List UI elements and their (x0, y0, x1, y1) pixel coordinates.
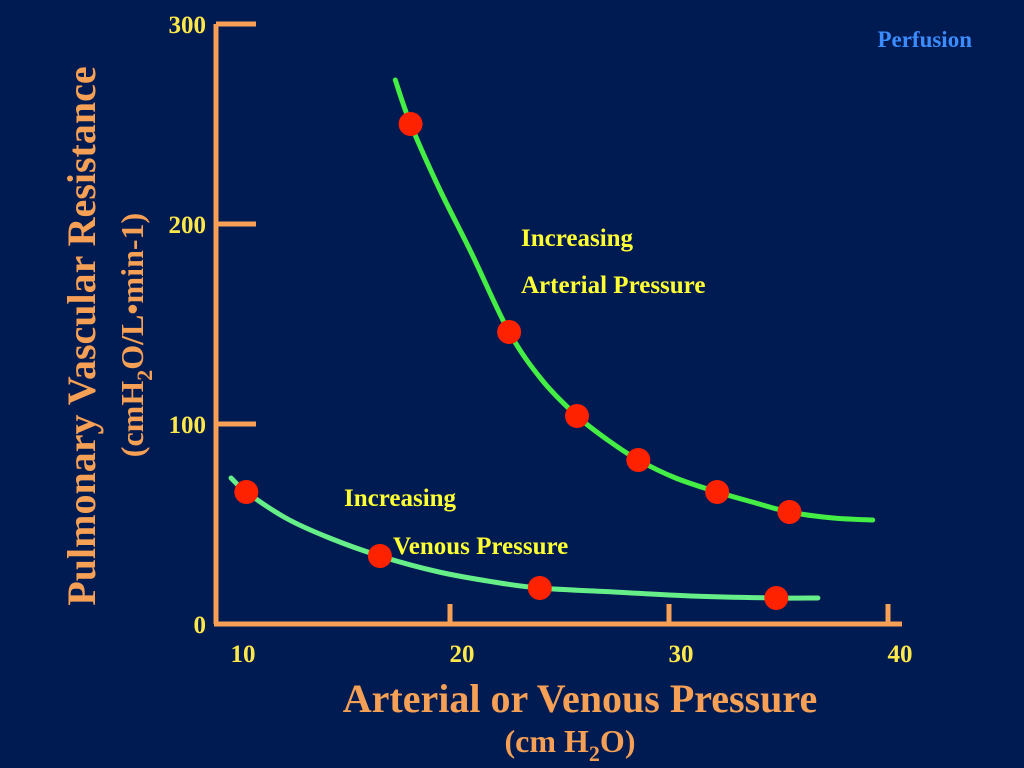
y-ticks: 0 100 200 300 (169, 12, 256, 639)
y-axis-unit: (cmH2O/L•min-1) (114, 213, 157, 457)
y-tick-label: 300 (169, 12, 207, 39)
arterial-data-point (497, 320, 522, 344)
data-points (234, 112, 802, 610)
corner-label: Perfusion (877, 27, 972, 52)
y-axis-title: Pulmonary Vascular Resistance (59, 66, 104, 605)
y-tick-label: 100 (169, 412, 207, 439)
arterial-data-point (705, 480, 730, 504)
x-axis-unit: (cm H2O) (505, 723, 636, 766)
venous-data-point (367, 544, 392, 568)
venous-data-point (764, 586, 789, 610)
venous-annotation-line-1: Increasing (344, 485, 457, 512)
arterial-data-point (777, 500, 802, 524)
x-tick-label: 40 (888, 641, 913, 668)
y-tick-label: 0 (194, 612, 207, 639)
venous-data-point (527, 576, 552, 600)
x-ticks: 10 20 30 40 (231, 604, 913, 668)
arterial-data-point (626, 448, 651, 472)
arterial-data-point (398, 112, 423, 136)
x-tick-label: 10 (231, 641, 256, 668)
arterial-annotation-line-2: Arterial Pressure (521, 272, 705, 299)
y-tick-label: 200 (169, 212, 207, 239)
venous-curve (228, 475, 821, 601)
x-tick-label: 20 (450, 641, 475, 668)
curves (228, 77, 876, 601)
venous-data-point (234, 480, 259, 504)
arterial-data-point (565, 404, 590, 428)
x-axis-title: Arterial or Venous Pressure (343, 676, 817, 721)
arterial-curve (392, 77, 876, 523)
arterial-annotation-line-1: Increasing (521, 225, 634, 252)
venous-annotation-line-2: Venous Pressure (393, 533, 568, 560)
x-tick-label: 30 (669, 641, 694, 668)
